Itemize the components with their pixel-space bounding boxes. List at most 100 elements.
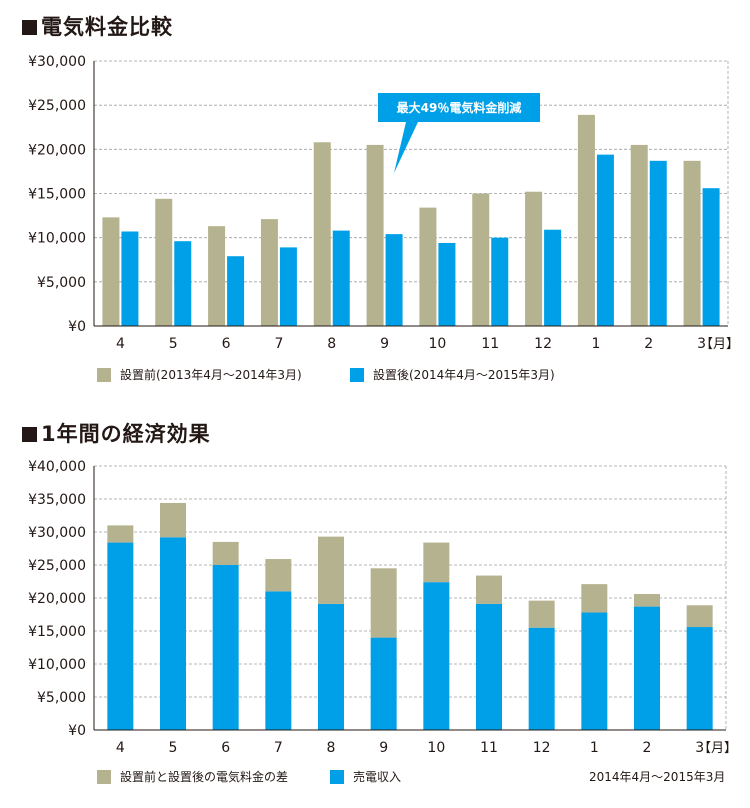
bar-diff <box>634 594 660 607</box>
x-tick-label: 10 <box>429 336 447 352</box>
bar-after <box>438 242 456 326</box>
bar-after <box>227 256 245 326</box>
bar-sales <box>212 565 239 730</box>
square-bullet-icon <box>22 427 37 442</box>
chart1-title: 電気料金比較 <box>22 11 173 41</box>
bar-diff <box>370 568 397 638</box>
bar-sales <box>423 582 450 730</box>
bar-diff <box>107 525 134 543</box>
x-tick-label: 9 <box>379 740 388 756</box>
x-tick-label: 1 <box>590 740 599 756</box>
bar-after <box>649 160 667 326</box>
bar-before <box>313 142 331 326</box>
bar-after <box>544 229 562 326</box>
bar-diff <box>318 536 344 604</box>
bar-before <box>577 114 595 326</box>
x-tick-label: 3 <box>697 336 706 352</box>
x-tick-label: 4 <box>116 336 125 352</box>
bar-after <box>491 237 509 326</box>
x-tick-label: 7 <box>274 336 283 352</box>
legend-after: 設置後(2014年4月～2015年3月) <box>350 366 555 383</box>
legend-swatch-sales <box>330 769 344 784</box>
y-tick-label: ¥30,000 <box>28 54 86 70</box>
bar-before <box>366 144 384 326</box>
x-tick-label: 11 <box>480 740 498 756</box>
bar-before <box>630 144 648 326</box>
bar-after <box>385 234 403 326</box>
bar-sales <box>581 612 608 730</box>
x-tick-label: 5 <box>169 740 178 756</box>
bar-sales <box>107 542 134 730</box>
y-tick-label: ¥5,000 <box>37 690 86 706</box>
x-tick-label: 8 <box>327 336 336 352</box>
bar-diff <box>581 584 608 613</box>
bar-sales <box>265 591 292 730</box>
electricity-comparison-chart: ¥0 ¥5,000 ¥10,000 ¥15,000 ¥20,000 ¥25,000 ¥30,… <box>28 54 739 352</box>
y-tick-label: ¥0 <box>68 319 86 335</box>
x-tick-label: 1 <box>591 336 600 352</box>
y-tick-label: ¥15,000 <box>28 624 86 640</box>
legend-sales-label: 売電収入 <box>353 770 402 784</box>
bar-diff <box>528 600 555 628</box>
legend-diff-label: 設置前と設置後の電気料金の差 <box>120 770 289 784</box>
month-unit-label: 【月】 <box>698 741 737 756</box>
callout: 最大49％電気料金削減 <box>378 93 540 173</box>
y-tick-label: ¥5,000 <box>37 275 86 291</box>
x-tick-label: 8 <box>327 740 336 756</box>
bar-before <box>683 160 701 326</box>
period-note: 2014年4月～2015年3月 <box>589 770 726 784</box>
bar-sales <box>634 606 660 730</box>
bar-diff <box>212 541 239 565</box>
bar-diff <box>476 575 502 604</box>
y-tick-label: ¥15,000 <box>28 187 86 203</box>
bar-before <box>419 207 437 326</box>
y-tick-label: ¥35,000 <box>28 492 86 508</box>
bar-before <box>155 198 173 326</box>
bar-sales <box>370 637 397 730</box>
chart2-title: 1年間の経済効果 <box>22 418 211 448</box>
y-tick-label: ¥0 <box>68 723 86 739</box>
chart1-title-text: 電気料金比較 <box>41 15 173 39</box>
bar-sales <box>476 603 502 730</box>
bar-sales <box>318 603 344 730</box>
callout-bubble <box>378 93 540 173</box>
legend-swatch-after <box>350 367 364 382</box>
bar-after <box>596 154 614 326</box>
bar-diff <box>160 502 186 538</box>
x-tick-label: 12 <box>533 740 551 756</box>
x-tick-label: 2 <box>643 740 652 756</box>
y-tick-label: ¥30,000 <box>28 525 86 541</box>
x-tick-label: 12 <box>534 336 552 352</box>
x-tick-label: 7 <box>274 740 283 756</box>
x-tick-label: 11 <box>481 336 499 352</box>
callout-text: 最大49％電気料金削減 <box>397 100 522 115</box>
bar-before <box>260 219 278 326</box>
legend-before-label: 設置前(2013年4月～2014年3月) <box>120 368 302 382</box>
legend-after-label: 設置後(2014年4月～2015年3月) <box>373 368 555 382</box>
y-tick-label: ¥20,000 <box>28 142 86 158</box>
bar-diff <box>423 542 450 583</box>
bar-after <box>279 247 297 326</box>
x-tick-label: 4 <box>116 740 125 756</box>
legend-swatch-before <box>97 367 111 382</box>
y-tick-label: ¥10,000 <box>28 231 86 247</box>
legend-swatch-diff <box>97 769 111 784</box>
y-tick-label: ¥25,000 <box>28 98 86 114</box>
y-tick-label: ¥20,000 <box>28 591 86 607</box>
legend-before: 設置前(2013年4月～2014年3月) <box>97 366 302 383</box>
bar-after <box>702 188 720 326</box>
bar-before <box>102 217 120 326</box>
bar-diff <box>686 605 713 628</box>
bar-after <box>332 230 350 326</box>
month-unit-label: 【月】 <box>700 337 739 352</box>
bar-after <box>174 241 192 326</box>
x-tick-label: 10 <box>427 740 445 756</box>
bar-before <box>208 226 226 326</box>
bar-sales <box>528 627 555 730</box>
legend-sales: 売電収入 <box>330 768 401 785</box>
y-tick-label: ¥10,000 <box>28 657 86 673</box>
legend-diff: 設置前と設置後の電気料金の差 <box>97 768 288 785</box>
y-tick-label: ¥25,000 <box>28 558 86 574</box>
bar-diff <box>265 559 292 592</box>
bar-sales <box>160 537 186 730</box>
